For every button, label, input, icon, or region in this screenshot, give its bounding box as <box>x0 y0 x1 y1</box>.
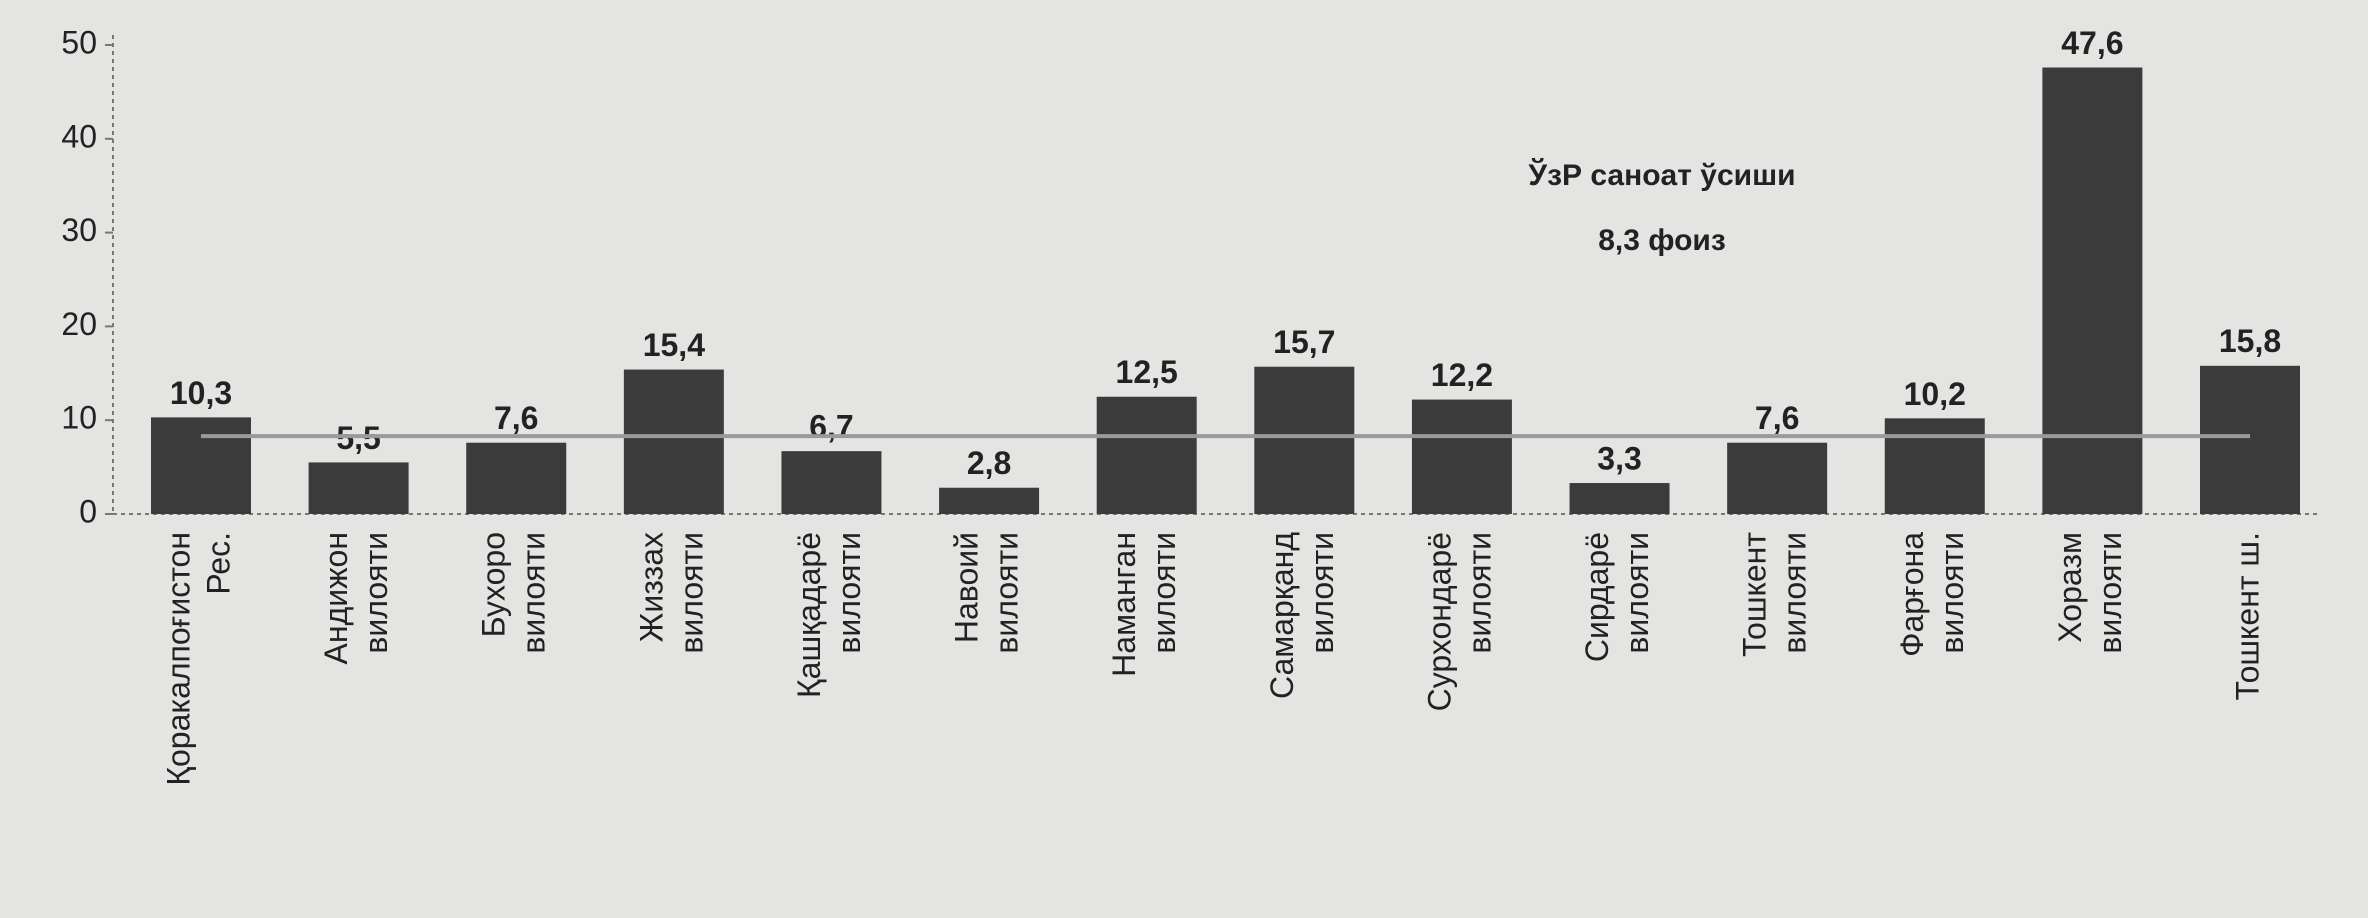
bar <box>1884 418 1985 514</box>
x-tick-label: Сурхондарё <box>1421 532 1457 711</box>
value-label: 15,8 <box>2219 323 2281 359</box>
x-tick-label: Хоразм <box>2052 532 2088 643</box>
bar <box>2042 67 2143 515</box>
x-tick-label: вилояти <box>1461 532 1497 654</box>
y-tick-label: 0 <box>79 493 97 529</box>
bar <box>1411 399 1512 514</box>
x-tick-label: Наманган <box>1106 532 1142 677</box>
x-tick-label: Андижон <box>318 532 354 664</box>
bar <box>623 369 724 514</box>
x-tick-label: Қашқадарё <box>791 532 827 698</box>
x-tick-label: вилояти <box>1777 532 1813 654</box>
value-label: 15,4 <box>643 327 705 363</box>
bar <box>1096 396 1197 514</box>
x-tick-label: Рес. <box>200 532 236 595</box>
bar <box>939 487 1040 514</box>
x-tick-label: вилояти <box>1619 532 1655 654</box>
x-tick-label: Фарғона <box>1894 532 1930 657</box>
value-label: 2,8 <box>967 445 1011 481</box>
annotation: ЎзР саноат ўсиши <box>1527 158 1795 192</box>
value-label: 3,3 <box>1597 440 1641 476</box>
bar <box>1569 483 1670 514</box>
bar <box>308 462 409 514</box>
value-label: 12,5 <box>1116 354 1178 390</box>
x-tick-label: вилояти <box>1146 532 1182 654</box>
x-tick-label: Тошкент <box>1737 532 1773 657</box>
x-tick-label: Жиззах <box>633 532 669 642</box>
x-tick-label: Тошкент ш. <box>2229 532 2265 700</box>
y-tick-label: 50 <box>61 24 97 60</box>
value-label: 10,2 <box>1904 376 1966 412</box>
x-tick-label: вилояти <box>2092 532 2128 654</box>
bar <box>1254 366 1355 514</box>
value-label: 7,6 <box>494 400 538 436</box>
x-tick-label: Қоракалпоғистон <box>160 532 196 786</box>
x-tick-label: вилояти <box>1304 532 1340 654</box>
x-tick-label: Сирдарё <box>1579 532 1615 662</box>
y-tick-label: 10 <box>61 400 97 436</box>
x-tick-label: Самарқанд <box>1264 532 1300 699</box>
x-tick-label: вилояти <box>831 532 867 654</box>
x-tick-label: вилояти <box>1934 532 1970 654</box>
value-label: 6,7 <box>809 409 853 445</box>
value-label: 10,3 <box>170 375 232 411</box>
bar <box>151 417 251 514</box>
x-tick-label: Навоий <box>949 532 985 643</box>
y-tick-label: 30 <box>61 212 97 248</box>
bar <box>2200 365 2300 514</box>
bar <box>1727 442 1828 514</box>
bar <box>781 451 882 514</box>
x-tick-label: вилояти <box>989 532 1025 654</box>
bar <box>466 442 567 514</box>
x-tick-label: вилояти <box>673 532 709 654</box>
y-tick-label: 40 <box>61 118 97 154</box>
value-label: 15,7 <box>1273 324 1335 360</box>
x-tick-label: Бухоро <box>476 532 512 637</box>
x-tick-label: вилояти <box>358 532 394 654</box>
value-label: 47,6 <box>2061 25 2123 61</box>
y-tick-label: 20 <box>61 306 97 342</box>
value-label: 12,2 <box>1431 357 1493 393</box>
value-label: 7,6 <box>1755 400 1799 436</box>
annotation: 8,3 фоиз <box>1598 224 1726 257</box>
x-tick-label: вилояти <box>516 532 552 654</box>
